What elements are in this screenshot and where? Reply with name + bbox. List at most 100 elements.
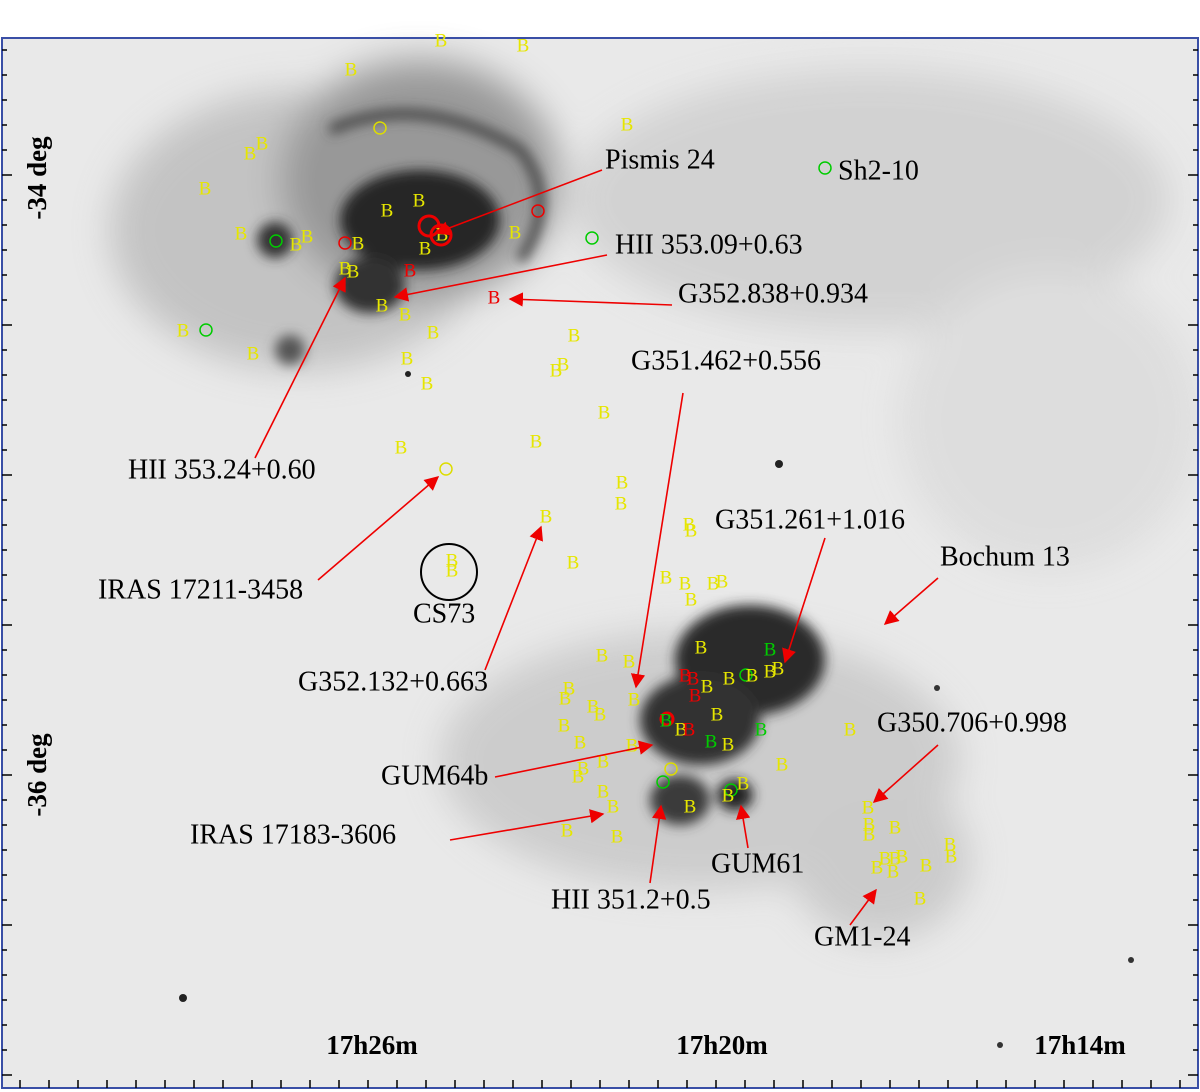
source-marker: B xyxy=(889,848,902,869)
source-circle xyxy=(656,775,670,789)
annotation-label: GUM64b xyxy=(381,760,488,791)
sky-image xyxy=(1,37,1200,1089)
source-marker: B xyxy=(660,567,673,588)
source-marker: B xyxy=(722,734,735,755)
source-circle xyxy=(531,204,545,218)
source-marker: B xyxy=(616,472,629,493)
source-marker: B xyxy=(772,658,785,679)
source-marker: B xyxy=(399,304,412,325)
source-marker: B xyxy=(561,820,574,841)
dec-label: -34 deg xyxy=(22,136,52,220)
source-marker: B xyxy=(683,514,696,535)
source-circle xyxy=(739,668,753,682)
annotation-arrow xyxy=(649,804,667,884)
source-marker: B xyxy=(290,234,303,255)
source-marker: B xyxy=(863,824,876,845)
source-marker: B xyxy=(540,506,553,527)
source-marker: B xyxy=(177,320,190,341)
source-circles xyxy=(199,121,832,797)
source-marker: B xyxy=(509,222,522,243)
source-marker: B xyxy=(628,689,641,710)
annotation-arrow xyxy=(508,292,673,307)
annotation-arrow xyxy=(849,888,877,926)
annotation-arrow xyxy=(254,276,346,459)
annotation-label: CS73 xyxy=(413,598,475,629)
annotation-label: IRAS 17211-3458 xyxy=(98,574,303,605)
axis-labels: 17h26m 17h20m 17h14m -34 deg -36 deg xyxy=(22,136,1126,1060)
source-circle xyxy=(269,234,283,248)
source-marker: B xyxy=(395,437,408,458)
source-marker: B xyxy=(685,520,698,541)
source-marker: B xyxy=(352,233,365,254)
annotation-label: G350.706+0.998 xyxy=(877,707,1067,738)
source-marker: B xyxy=(488,287,501,308)
source-marker: B xyxy=(685,589,698,610)
source-marker: B xyxy=(764,639,777,660)
source-marker: B xyxy=(550,360,563,381)
source-marker: B xyxy=(446,560,459,581)
source-marker: B xyxy=(689,685,702,706)
annotation-arrows xyxy=(254,169,939,926)
source-marker: B xyxy=(679,665,692,686)
source-marker: B xyxy=(568,325,581,346)
source-marker: B xyxy=(615,493,628,514)
source-marker: B xyxy=(879,848,892,869)
source-marker: B xyxy=(436,224,449,245)
cs73-circle xyxy=(420,543,478,601)
source-marker: B xyxy=(256,133,269,154)
source-marker: B xyxy=(626,735,639,756)
source-marker: B xyxy=(530,431,543,452)
source-marker: B xyxy=(572,766,585,787)
source-marker: B xyxy=(404,260,417,281)
source-marker: B xyxy=(597,751,610,772)
annotation-label: G352.132+0.663 xyxy=(298,666,488,697)
source-marker: B xyxy=(737,773,750,794)
source-circle xyxy=(664,762,678,776)
source-marker: B xyxy=(920,855,933,876)
annotation-arrow xyxy=(393,254,608,302)
source-marker: B xyxy=(597,781,610,802)
source-marker: B xyxy=(594,704,607,725)
source-marker: B xyxy=(419,238,432,259)
source-marker: B xyxy=(421,373,434,394)
annotation-label: Pismis 24 xyxy=(605,144,715,175)
source-marker: B xyxy=(247,343,260,364)
annotation-arrow xyxy=(484,525,543,671)
source-marker: B xyxy=(944,834,957,855)
source-marker: B xyxy=(687,668,700,689)
source-marker: B xyxy=(446,550,459,571)
source-circle xyxy=(338,236,352,250)
source-marker: B xyxy=(683,719,696,740)
source-marker: B xyxy=(764,661,777,682)
source-circle xyxy=(373,121,387,135)
source-circle xyxy=(199,323,213,337)
annotation-arrow xyxy=(872,744,939,803)
annotation-label: GUM61 xyxy=(711,848,804,879)
source-marker: B xyxy=(887,861,900,882)
annotation-arrow xyxy=(317,476,440,581)
source-marker: B xyxy=(776,754,789,775)
source-marker: B xyxy=(695,637,708,658)
source-marker: B xyxy=(376,295,389,316)
source-marker: B xyxy=(567,552,580,573)
source-marker: B xyxy=(705,731,718,752)
source-marker: B xyxy=(587,696,600,717)
source-marker: B xyxy=(675,719,688,740)
source-marker: B xyxy=(596,645,609,666)
source-marker: B xyxy=(701,676,714,697)
source-marker: B xyxy=(746,665,759,686)
source-marker: B xyxy=(345,59,358,80)
annotation-label: GM1-24 xyxy=(814,921,910,952)
source-marker: B xyxy=(723,668,736,689)
source-marker: B xyxy=(401,348,414,369)
source-marker: B xyxy=(844,719,857,740)
source-marker: B xyxy=(684,796,697,817)
source-marker: B xyxy=(517,35,530,56)
ra-label: 17h26m xyxy=(326,1030,418,1060)
dec-label: -36 deg xyxy=(22,733,52,817)
source-marker: B xyxy=(889,817,902,838)
source-marker: B xyxy=(755,719,768,740)
annotation-labels: Pismis 24 Sh2-10 HII 353.09+0.63 G352.838+0… xyxy=(98,144,1070,952)
source-marker: B xyxy=(914,888,927,909)
